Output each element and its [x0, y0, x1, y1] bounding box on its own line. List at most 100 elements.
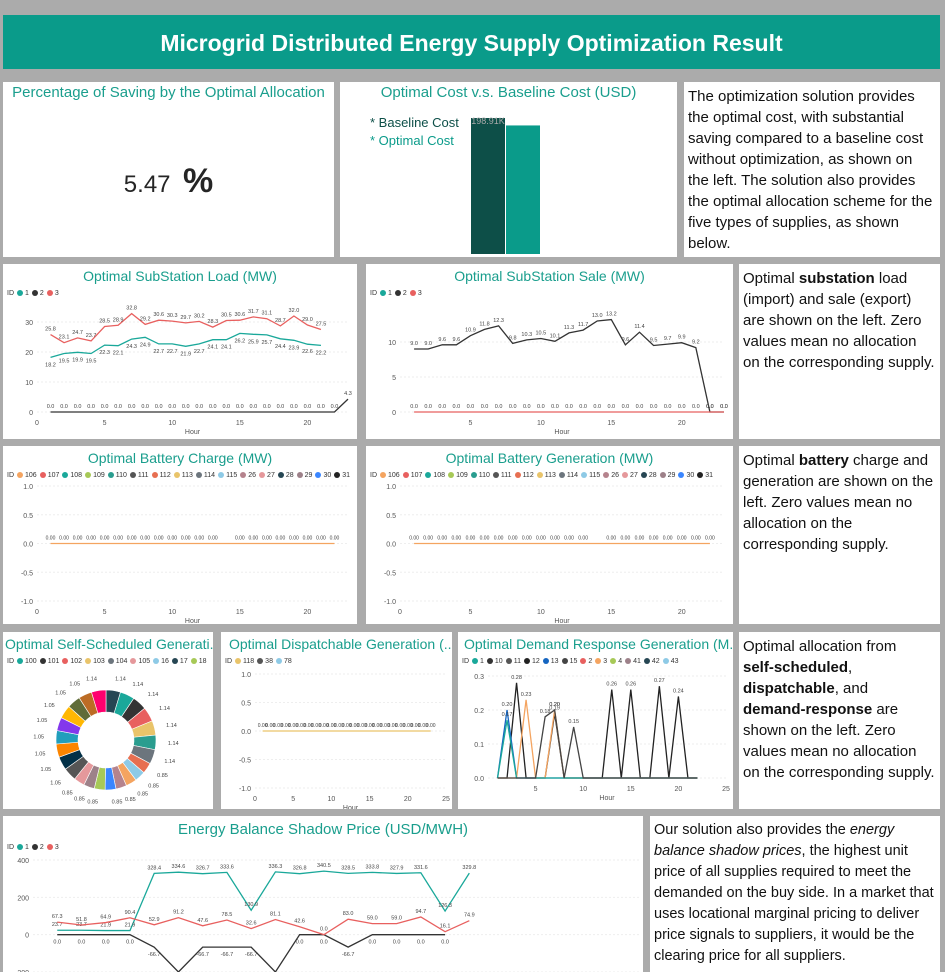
shadow-price-card[interactable]: Energy Balance Shadow Price (USD/MWH) ID…	[3, 816, 643, 972]
legend-item[interactable]: 106	[380, 472, 400, 479]
legend-item[interactable]: 3	[46, 844, 59, 851]
legend-item[interactable]: 112	[514, 472, 534, 479]
legend-item[interactable]: 26	[240, 472, 256, 479]
legend-id-label: ID	[7, 472, 14, 479]
legend-label: 2	[588, 658, 593, 665]
legend-item[interactable]: 107	[402, 472, 422, 479]
legend-item[interactable]: 108	[425, 472, 445, 479]
self-scheduled-card[interactable]: Optimal Self-Scheduled Generati... ID 100…	[3, 632, 213, 809]
legend-item[interactable]: 107	[39, 472, 59, 479]
battery-generation-card[interactable]: Optimal Battery Generation (MW) ID 106 107…	[366, 446, 733, 624]
legend-swatch	[640, 472, 647, 479]
legend-item[interactable]: 30	[315, 472, 331, 479]
legend-item[interactable]: 11	[505, 658, 521, 665]
legend-item[interactable]: 10	[486, 658, 503, 665]
dispatchable-card[interactable]: Optimal Dispatchable Generation (... ID 1…	[221, 632, 452, 809]
data-label: 328.4	[147, 865, 161, 871]
data-label: 0.00	[349, 723, 359, 729]
legend-item[interactable]: 106	[17, 472, 37, 479]
legend-item[interactable]: 111	[129, 472, 149, 479]
legend-item[interactable]: 4	[610, 658, 622, 665]
legend-item[interactable]: 105	[130, 658, 150, 665]
y-tick-label: 200	[17, 895, 29, 902]
legend-item[interactable]: 111	[492, 472, 512, 479]
legend-item[interactable]: 17	[171, 658, 188, 665]
legend-item[interactable]: 115	[581, 472, 600, 479]
legend-item[interactable]: 27	[622, 472, 638, 479]
legend-item[interactable]: 1	[472, 658, 484, 665]
legend-swatch	[62, 472, 69, 479]
legend-item[interactable]: 3	[46, 290, 59, 297]
legend-item[interactable]: 2	[31, 844, 44, 851]
data-label: -66.7	[196, 952, 209, 958]
legend-swatch	[130, 658, 137, 665]
data-label: 51.8	[76, 917, 87, 923]
legend-item[interactable]: 102	[62, 658, 82, 665]
legend-item[interactable]: 12	[523, 658, 540, 665]
legend-item[interactable]: 43	[662, 658, 678, 665]
legend-item[interactable]: 38	[257, 658, 273, 665]
legend-item[interactable]: 112	[151, 472, 171, 479]
legend-item[interactable]: 26	[603, 472, 619, 479]
legend-item[interactable]: 13	[542, 658, 559, 665]
legend-item[interactable]: 29	[659, 472, 675, 479]
generation-note-b2: dispatchable	[743, 680, 835, 697]
legend-item[interactable]: 101	[39, 658, 59, 665]
legend-item[interactable]: 18	[190, 658, 207, 665]
data-label: 0.00	[606, 536, 616, 542]
legend-item[interactable]: 110	[107, 472, 127, 479]
legend-item[interactable]: 114	[558, 472, 578, 479]
legend-item[interactable]: 2	[31, 290, 44, 297]
legend-item[interactable]: 108	[62, 472, 82, 479]
shadow-note: Our solution also provides the energy ba…	[650, 816, 940, 972]
legend-item[interactable]: 28	[277, 472, 294, 479]
y-tick-label: 0.1	[474, 742, 484, 749]
legend-item[interactable]: 78	[275, 658, 292, 665]
data-label: 0.0	[537, 404, 545, 410]
legend-item[interactable]: 28	[640, 472, 657, 479]
legend-item[interactable]: 27	[259, 472, 275, 479]
legend-item[interactable]: 109	[448, 472, 468, 479]
legend-item[interactable]: 3	[595, 658, 607, 665]
demand-response-card[interactable]: Optimal Demand Response Generation (M...…	[458, 632, 733, 809]
legend-item[interactable]: 2	[580, 658, 592, 665]
legend-item[interactable]: 30	[678, 472, 694, 479]
legend-item[interactable]: 31	[334, 472, 350, 479]
y-tick-label: 10	[388, 340, 396, 347]
legend-item[interactable]: 1	[380, 290, 392, 297]
legend-item[interactable]: 1	[17, 844, 29, 851]
legend-item[interactable]: 104	[107, 658, 127, 665]
legend-item[interactable]: 15	[561, 658, 577, 665]
substation-note-pre: Optimal	[743, 270, 799, 287]
legend-item[interactable]: 110	[470, 472, 490, 479]
legend-item[interactable]: 114	[195, 472, 215, 479]
legend-item[interactable]: 31	[697, 472, 713, 479]
legend-item[interactable]: 113	[536, 472, 556, 479]
legend-item[interactable]: 41	[625, 658, 641, 665]
cost-card[interactable]: Optimal Cost v.s. Baseline Cost (USD) * …	[340, 82, 677, 257]
substation-sale-card[interactable]: Optimal SubStation Sale (MW) ID 1 2 3 10 5 0 5…	[366, 264, 733, 439]
data-label: 31.7	[248, 309, 259, 315]
legend-item[interactable]: 100	[17, 658, 37, 665]
battery-charge-card[interactable]: Optimal Battery Charge (MW) ID 106 107 108 1…	[3, 446, 357, 624]
substation-load-card[interactable]: Optimal SubStation Load (MW) ID 1 2 3 30 20 1…	[3, 264, 357, 439]
data-label: 0.00	[167, 536, 177, 542]
legend-item[interactable]: 115	[218, 472, 237, 479]
legend-item[interactable]: 3	[409, 290, 422, 297]
data-label: 11.3	[564, 325, 574, 331]
legend-item[interactable]: 1	[17, 290, 29, 297]
legend-swatch	[542, 658, 549, 665]
legend-item[interactable]: 103	[85, 658, 105, 665]
legend-item[interactable]: 113	[173, 472, 193, 479]
generation-note-t2: , and	[834, 680, 869, 697]
legend-item[interactable]: 42	[643, 658, 660, 665]
saving-card[interactable]: Percentage of Saving by the Optimal Allo…	[3, 82, 334, 257]
data-label: 10.9	[465, 328, 476, 334]
data-label: 9.5	[650, 338, 658, 344]
legend-item[interactable]: 109	[85, 472, 105, 479]
legend-item[interactable]: 118	[235, 658, 254, 665]
legend-item[interactable]: 16	[153, 658, 169, 665]
legend-item[interactable]: 29	[296, 472, 312, 479]
legend-item[interactable]: 2	[394, 290, 407, 297]
donut-label: 0.85	[62, 790, 73, 796]
